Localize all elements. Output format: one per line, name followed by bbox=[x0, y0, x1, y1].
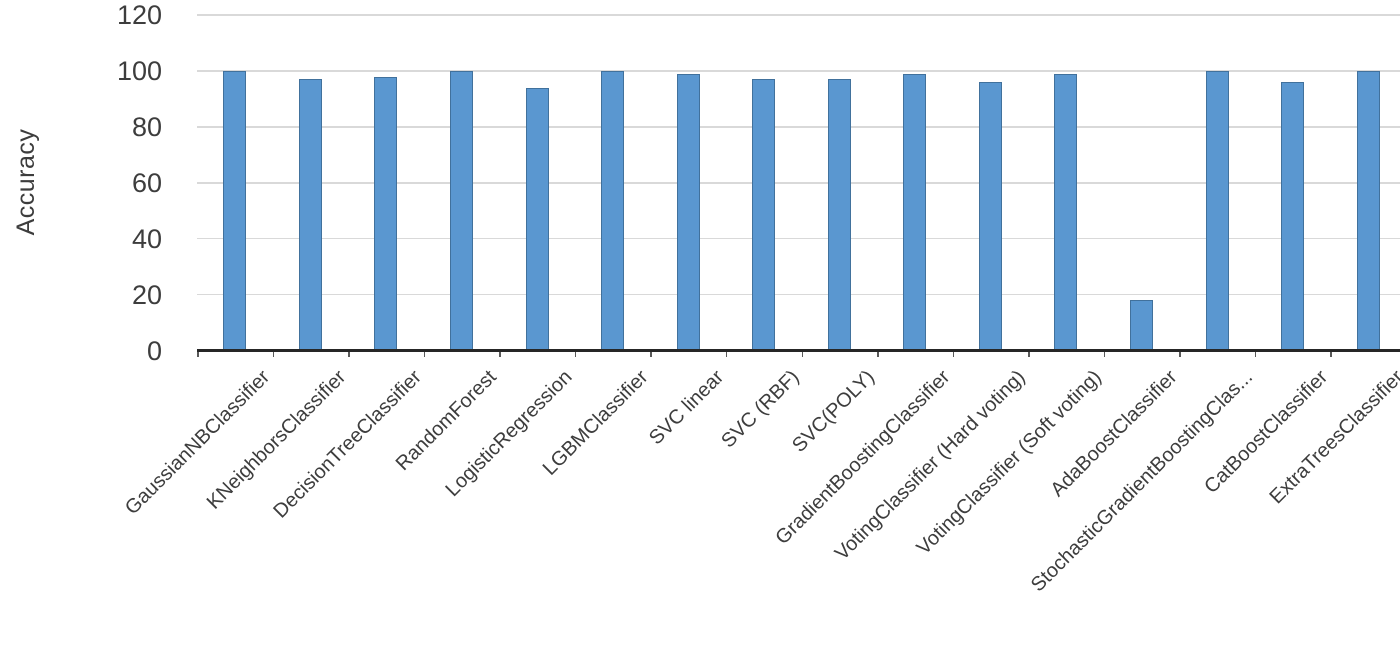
x-axis-line bbox=[197, 349, 1400, 352]
bar bbox=[1281, 82, 1305, 351]
bar bbox=[978, 82, 1002, 351]
category-label: GaussianNBClassifier bbox=[121, 366, 275, 520]
x-tick-mark bbox=[499, 351, 501, 357]
category-label: LogisticRegression bbox=[441, 366, 577, 502]
x-tick-mark bbox=[423, 351, 426, 357]
bar bbox=[752, 79, 776, 351]
bar bbox=[298, 79, 322, 351]
x-tick-mark bbox=[574, 351, 577, 357]
gridline bbox=[197, 237, 1400, 240]
y-tick-label: 60 bbox=[131, 167, 162, 198]
bar bbox=[525, 87, 549, 351]
x-tick-mark bbox=[1254, 351, 1257, 357]
category-label: AdaBoostClassifier bbox=[1046, 366, 1182, 502]
bar bbox=[676, 73, 700, 351]
category-label: DecisionTreeClassifier bbox=[268, 366, 426, 523]
y-tick-label: 20 bbox=[131, 279, 162, 310]
x-tick-mark bbox=[197, 351, 199, 357]
x-tick-mark bbox=[348, 351, 350, 357]
gridline bbox=[197, 126, 1400, 128]
bar bbox=[1054, 73, 1078, 351]
bar bbox=[223, 70, 247, 351]
bar bbox=[1205, 70, 1229, 351]
bar bbox=[1130, 300, 1154, 351]
category-label: KNeighborsClassifier bbox=[202, 366, 350, 514]
y-tick-label: 80 bbox=[131, 111, 162, 142]
gridline bbox=[197, 182, 1400, 184]
x-tick-mark bbox=[650, 351, 652, 357]
bar bbox=[449, 70, 473, 351]
gridline bbox=[197, 70, 1400, 72]
y-tick-label: 100 bbox=[116, 55, 162, 86]
x-tick-mark bbox=[1028, 351, 1030, 357]
category-label: SVC linear bbox=[644, 366, 728, 450]
y-tick-label: 120 bbox=[116, 0, 162, 30]
bar bbox=[827, 79, 851, 351]
gridline bbox=[197, 293, 1400, 296]
bar bbox=[903, 73, 927, 351]
bar bbox=[601, 70, 625, 351]
x-tick-mark bbox=[272, 351, 275, 357]
x-tick-mark bbox=[801, 351, 803, 357]
category-label: ExtraTreesClassifier bbox=[1265, 366, 1400, 509]
y-tick-label: 0 bbox=[146, 335, 162, 366]
bar bbox=[1356, 70, 1380, 351]
y-tick-label: 40 bbox=[131, 223, 162, 254]
x-tick-mark bbox=[1330, 351, 1332, 357]
x-tick-mark bbox=[1103, 351, 1106, 357]
gridline bbox=[197, 14, 1400, 16]
x-tick-mark bbox=[877, 351, 879, 357]
bar bbox=[374, 76, 398, 351]
x-tick-mark bbox=[952, 351, 955, 357]
x-tick-mark bbox=[725, 351, 728, 357]
x-tick-mark bbox=[1179, 351, 1181, 357]
